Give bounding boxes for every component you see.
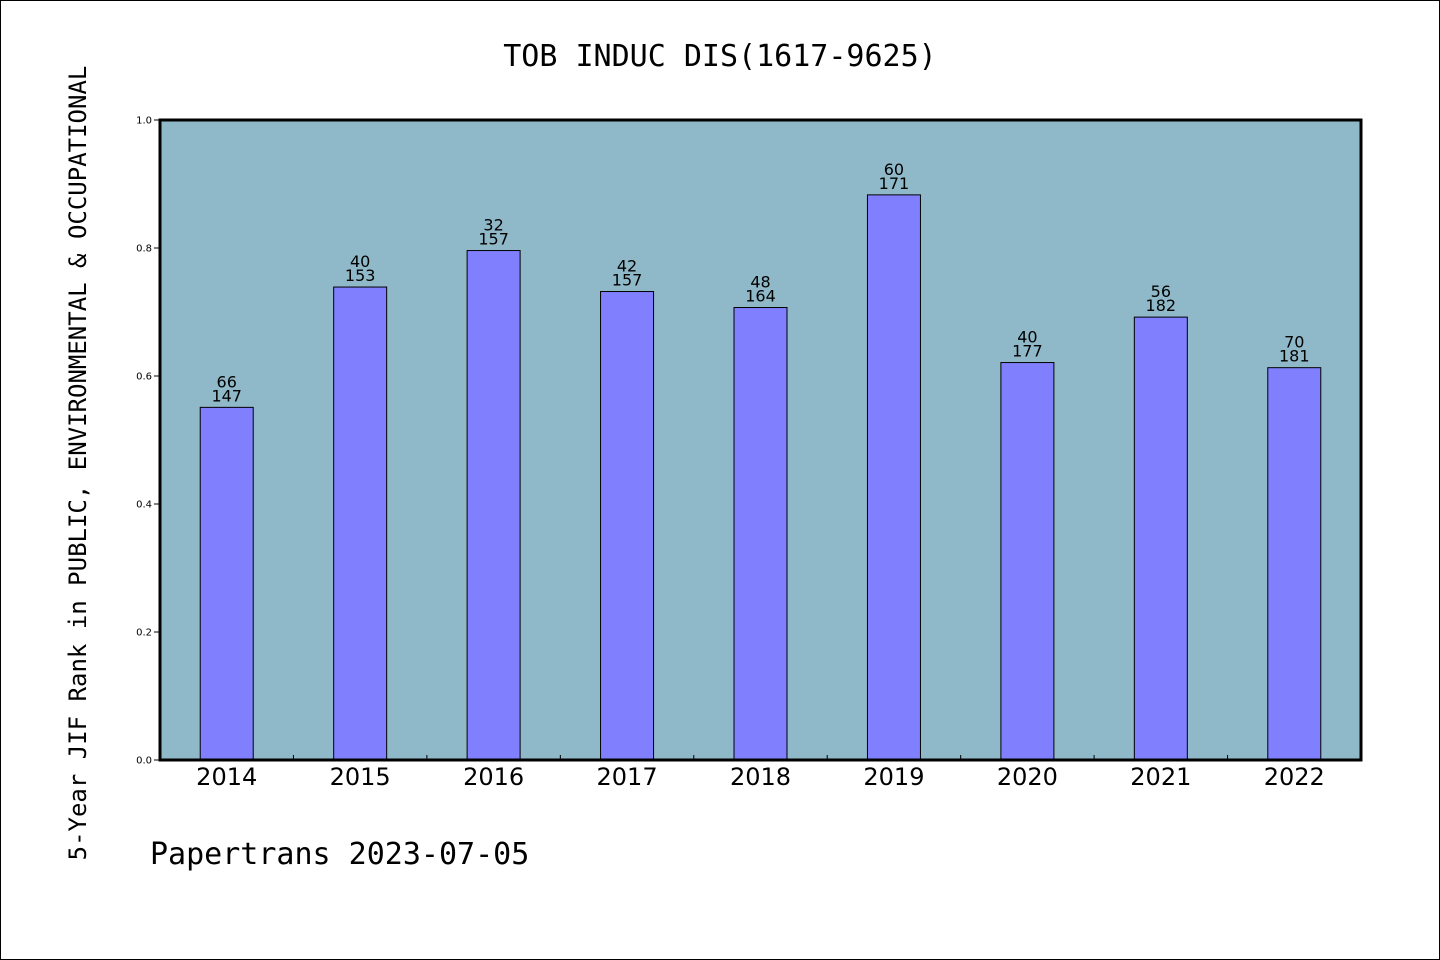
bar-2021 — [1133, 316, 1188, 761]
bar-label-rank: 32 — [483, 216, 503, 235]
bar-label-rank: 48 — [750, 273, 770, 292]
y-tick-label: 0.4 — [136, 500, 152, 511]
bar-2020 — [1000, 362, 1055, 761]
x-tick-label: 2018 — [730, 763, 791, 791]
bar-label-total: 153 — [345, 266, 376, 285]
y-axis-label: 5-Year JIF Rank in PUBLIC, ENVIRONMENTAL… — [64, 66, 92, 861]
bar-label-total: 147 — [211, 386, 242, 405]
bar-label-rank: 56 — [1151, 282, 1171, 301]
bar-label-total: 157 — [612, 271, 643, 290]
bar-label-rank: 60 — [884, 160, 904, 179]
bar-label-total: 182 — [1146, 296, 1177, 315]
x-tick-label: 2019 — [863, 763, 924, 791]
y-tick-label: 0.8 — [136, 244, 152, 255]
x-tick-label: 2016 — [463, 763, 524, 791]
y-tick-label: 0.0 — [136, 756, 152, 767]
x-tick-label: 2017 — [597, 763, 658, 791]
bar-2019 — [866, 194, 921, 761]
footer-credit: Papertrans 2023-07-05 — [150, 837, 529, 872]
bar-label-rank: 70 — [1284, 333, 1304, 352]
bar-label-total: 181 — [1279, 347, 1310, 366]
bar-2014 — [199, 406, 254, 761]
bar-label-total: 177 — [1012, 342, 1043, 361]
x-tick-label: 2020 — [997, 763, 1058, 791]
y-tick-label: 1.0 — [136, 116, 152, 127]
y-tick-label: 0.6 — [136, 372, 152, 383]
bar-label-rank: 40 — [350, 252, 370, 271]
bar-label-rank: 66 — [217, 372, 237, 391]
x-tick-label: 2015 — [330, 763, 391, 791]
x-tick-label: 2021 — [1130, 763, 1191, 791]
x-axis: 2014 2015 2016 2017 2018 2019 2020 2021 2022 — [196, 755, 1325, 791]
bar-label-rank: 40 — [1017, 328, 1037, 347]
bars — [199, 194, 1322, 761]
x-tick-label: 2022 — [1264, 763, 1325, 791]
bar-label-rank: 42 — [617, 257, 637, 276]
bar-2022 — [1267, 367, 1322, 761]
bar-2018 — [733, 307, 788, 761]
y-axis: 0.0 0.2 0.4 0.6 0.8 1.0 — [136, 116, 160, 767]
y-tick-label: 0.2 — [136, 628, 152, 639]
bar-label-total: 164 — [745, 287, 776, 306]
bar-2015 — [333, 286, 388, 761]
x-tick-label: 2014 — [196, 763, 257, 791]
chart-title: TOB INDUC DIS(1617-9625) — [503, 39, 936, 74]
bar-label-total: 157 — [478, 230, 509, 249]
bar-label-total: 171 — [879, 174, 910, 193]
plot-border — [158, 118, 1363, 762]
bar-2016 — [466, 250, 521, 761]
bar-2017 — [600, 291, 655, 761]
